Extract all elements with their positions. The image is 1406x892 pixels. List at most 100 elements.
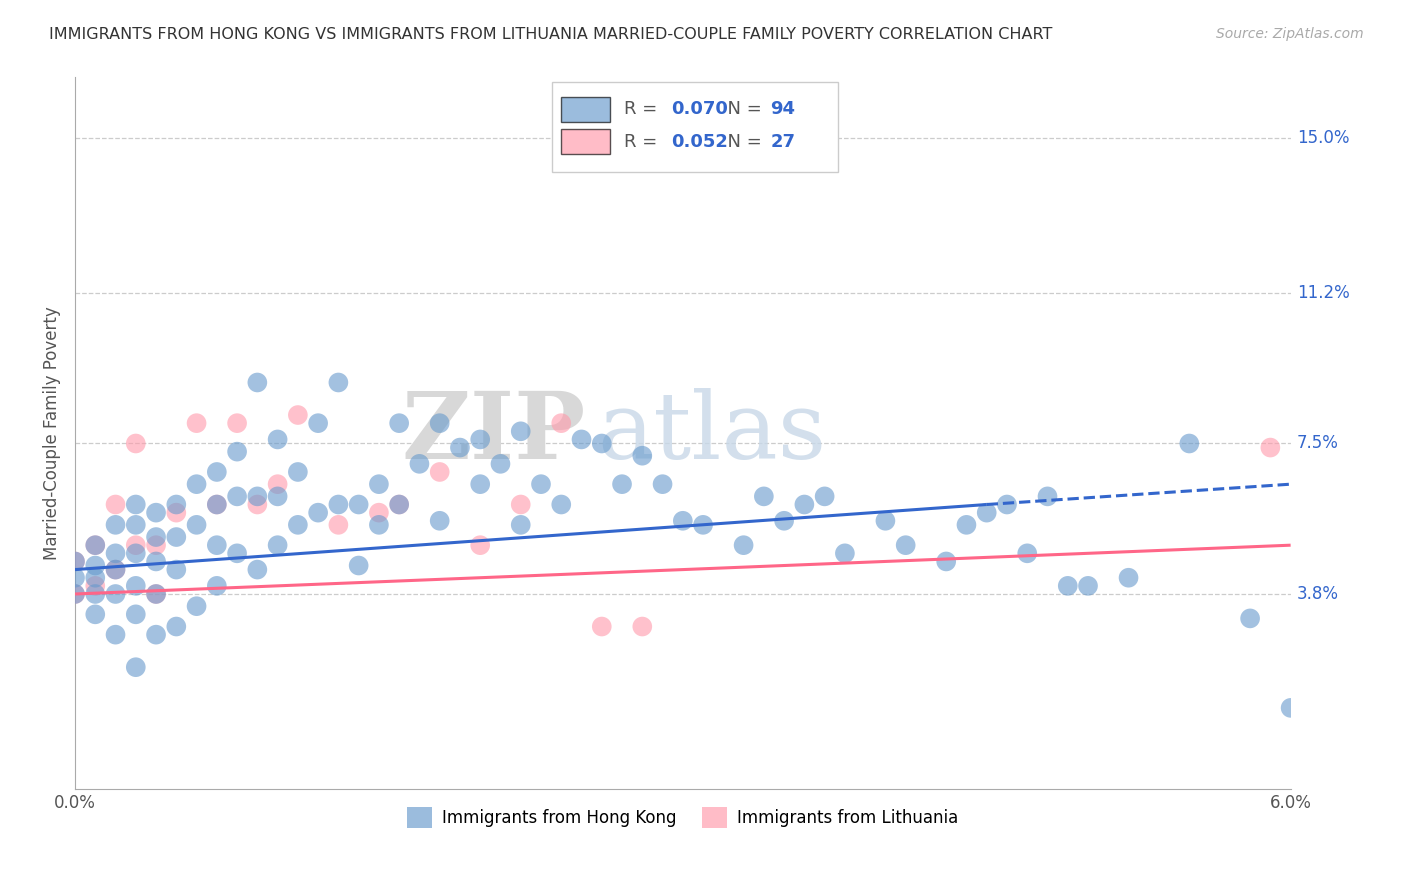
Point: [145, 587, 167, 601]
FancyBboxPatch shape: [561, 129, 610, 154]
Point: [63, 587, 86, 601]
Point: [226, 489, 249, 503]
Point: [125, 498, 148, 512]
Point: [205, 579, 228, 593]
Point: [226, 546, 249, 560]
Point: [489, 457, 512, 471]
Point: [63, 554, 86, 568]
Point: [84, 579, 107, 593]
Point: [1279, 701, 1302, 715]
Point: [470, 538, 492, 552]
Point: [104, 587, 127, 601]
FancyBboxPatch shape: [551, 82, 838, 172]
Point: [246, 498, 269, 512]
Point: [935, 554, 957, 568]
Point: [104, 517, 127, 532]
Point: [145, 554, 167, 568]
Text: 3.8%: 3.8%: [1296, 585, 1339, 603]
Point: [1178, 436, 1201, 450]
Point: [793, 498, 815, 512]
Point: [651, 477, 673, 491]
Point: [408, 457, 430, 471]
Point: [84, 607, 107, 622]
Point: [266, 433, 288, 447]
Point: [125, 607, 148, 622]
Text: R =: R =: [624, 101, 664, 119]
Point: [509, 425, 531, 439]
Point: [834, 546, 856, 560]
Point: [104, 546, 127, 560]
Point: [145, 538, 167, 552]
Point: [752, 489, 775, 503]
Text: Source: ZipAtlas.com: Source: ZipAtlas.com: [1216, 27, 1364, 41]
Point: [104, 563, 127, 577]
Point: [470, 433, 492, 447]
Point: [1077, 579, 1099, 593]
Point: [1017, 546, 1039, 560]
Point: [84, 538, 107, 552]
Point: [125, 517, 148, 532]
Point: [1036, 489, 1059, 503]
Point: [995, 498, 1018, 512]
Point: [509, 517, 531, 532]
Point: [125, 546, 148, 560]
Point: [550, 498, 572, 512]
Point: [347, 498, 370, 512]
Point: [205, 498, 228, 512]
Point: [266, 538, 288, 552]
Point: [733, 538, 755, 552]
Point: [287, 465, 309, 479]
Point: [631, 619, 654, 633]
Point: [165, 530, 187, 544]
Point: [449, 441, 471, 455]
Point: [307, 416, 329, 430]
Point: [470, 477, 492, 491]
Point: [307, 506, 329, 520]
Point: [429, 416, 451, 430]
Point: [226, 444, 249, 458]
FancyBboxPatch shape: [561, 97, 610, 122]
Point: [186, 416, 208, 430]
Point: [186, 517, 208, 532]
Point: [550, 416, 572, 430]
Legend: Immigrants from Hong Kong, Immigrants from Lithuania: Immigrants from Hong Kong, Immigrants fr…: [401, 801, 965, 834]
Point: [125, 660, 148, 674]
Point: [205, 498, 228, 512]
Text: 0.052: 0.052: [671, 133, 727, 151]
Point: [591, 619, 613, 633]
Point: [328, 517, 350, 532]
Text: 7.5%: 7.5%: [1296, 434, 1339, 452]
Point: [84, 558, 107, 573]
Point: [367, 477, 389, 491]
Point: [955, 517, 977, 532]
Point: [84, 587, 107, 601]
Text: atlas: atlas: [598, 388, 827, 478]
Point: [266, 489, 288, 503]
Point: [328, 498, 350, 512]
Point: [165, 506, 187, 520]
Point: [165, 619, 187, 633]
Point: [347, 558, 370, 573]
Point: [814, 489, 837, 503]
Point: [631, 449, 654, 463]
Point: [610, 477, 633, 491]
Text: 94: 94: [770, 101, 796, 119]
Point: [571, 433, 593, 447]
Point: [145, 587, 167, 601]
Text: 27: 27: [770, 133, 796, 151]
Point: [104, 628, 127, 642]
Point: [165, 563, 187, 577]
Point: [672, 514, 695, 528]
Point: [205, 538, 228, 552]
Point: [186, 599, 208, 614]
Point: [388, 498, 411, 512]
Point: [1056, 579, 1078, 593]
Point: [875, 514, 897, 528]
Point: [84, 571, 107, 585]
Point: [692, 517, 714, 532]
Point: [894, 538, 917, 552]
Point: [287, 517, 309, 532]
Point: [266, 477, 288, 491]
Point: [246, 376, 269, 390]
Point: [773, 514, 796, 528]
